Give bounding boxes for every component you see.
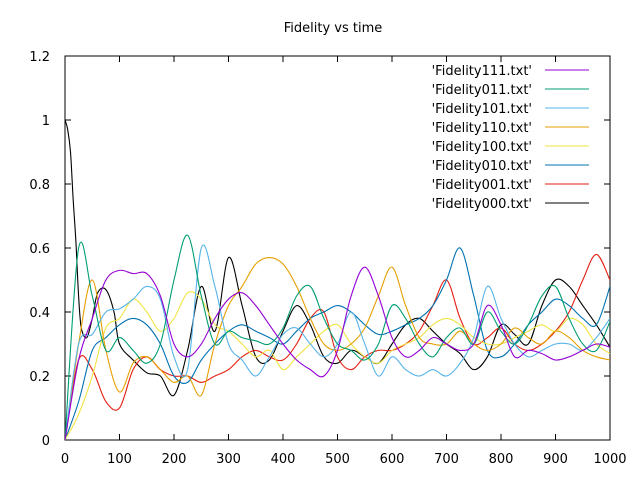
series-line-fidelity110-txt [65,257,610,440]
x-tick-label: 400 [271,452,296,467]
series-line-fidelity101-txt [65,244,610,440]
series-lines [65,119,610,440]
x-tick-label: 300 [216,452,241,467]
legend-label-fidelity010-txt: 'Fidelity010.txt' [432,159,532,174]
y-tick-label: 1 [42,114,50,129]
x-tick-label: 1000 [593,452,626,467]
x-tick-label: 700 [434,452,459,467]
y-tick-label: 0.8 [29,178,50,193]
legend-label-fidelity101-txt: 'Fidelity101.txt' [432,102,532,117]
legend-label-fidelity111-txt: 'Fidelity111.txt' [432,64,532,79]
y-tick-label: 1.2 [29,50,50,65]
series-line-fidelity111-txt [65,266,610,440]
series-line-fidelity100-txt [65,291,610,440]
y-tick-label: 0.2 [29,370,50,385]
y-tick-label: 0.6 [29,242,50,257]
x-tick-label: 200 [162,452,187,467]
x-tick-label: 600 [380,452,405,467]
y-axis: 0 0.2 0.4 0.6 0.8 1 1.2 [29,50,610,449]
legend-label-fidelity001-txt: 'Fidelity001.txt' [432,178,532,193]
legend-label-fidelity000-txt: 'Fidelity000.txt' [432,197,532,212]
x-tick-label: 900 [543,452,568,467]
series-line-fidelity010-txt [65,247,610,440]
x-tick-label: 100 [107,452,132,467]
series-line-fidelity011-txt [65,234,610,440]
y-tick-label: 0 [42,434,50,449]
x-axis: 0 100 200 300 400 500 600 700 800 900 1000 [61,56,627,467]
x-tick-label: 0 [61,452,69,467]
legend-label-fidelity110-txt: 'Fidelity110.txt' [432,121,532,136]
legend-label-fidelity100-txt: 'Fidelity100.txt' [432,140,532,155]
legend: 'Fidelity111.txt' 'Fidelity011.txt' 'Fidel… [432,64,589,212]
x-tick-label: 500 [325,452,350,467]
series-line-fidelity001-txt [65,253,610,440]
legend-label-fidelity011-txt: 'Fidelity011.txt' [432,83,532,98]
x-tick-label: 800 [489,452,514,467]
y-tick-label: 0.4 [29,306,50,321]
chart-title: Fidelity vs time [284,21,383,36]
